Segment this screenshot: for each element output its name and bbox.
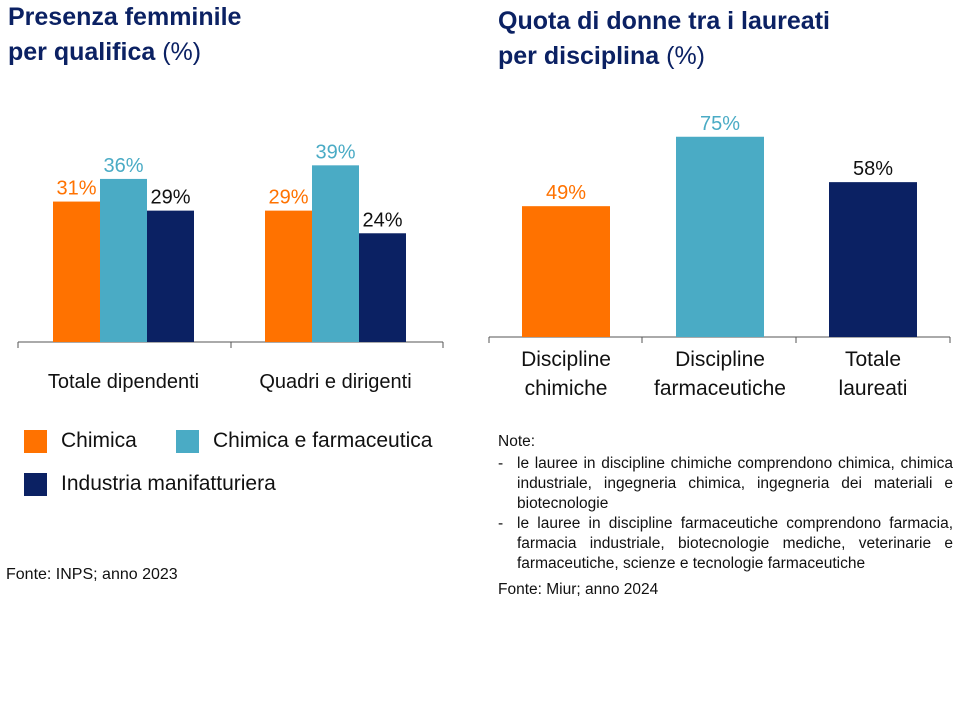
- x-tick-label: Totale dipendenti: [48, 371, 199, 393]
- data-label: 39%: [315, 141, 355, 163]
- note-item-farmaceutiche: - le lauree in discipline farmaceutiche …: [498, 514, 953, 574]
- bar-discipline-farmaceutiche: [676, 136, 764, 337]
- x-tick-label: Discipline: [675, 348, 765, 371]
- data-label: 58%: [853, 158, 893, 180]
- bar-totale-laureati: [829, 182, 917, 337]
- note-item-chimiche: - le lauree in discipline chimiche compr…: [498, 454, 953, 514]
- legend-swatch-chimica-farmaceutica: [176, 429, 199, 453]
- legend-label-industria-manifatturiera: Industria manifatturiera: [61, 472, 276, 495]
- legend-item-chimica-farmaceutica: Chimica e farmaceutica: [176, 429, 432, 453]
- left-source: Fonte: INPS; anno 2023: [6, 566, 178, 583]
- left-title-line1: Presenza femminile: [8, 3, 242, 31]
- bar-discipline-chimiche: [522, 206, 610, 337]
- note-text-farmaceutiche: le lauree in discipline farmaceutiche co…: [517, 515, 953, 572]
- bar-industria-manifatturiera-totale-dipendenti: [147, 210, 194, 342]
- left-title-unit: (%): [162, 38, 202, 66]
- x-tick-label: laureati: [839, 377, 908, 400]
- right-title-unit: (%): [666, 42, 706, 70]
- note-dash: -: [498, 455, 504, 472]
- left-title-line2: per qualifica: [8, 38, 156, 66]
- data-label: 29%: [268, 187, 308, 209]
- x-tick-label: farmaceutiche: [654, 377, 786, 400]
- legend-item-industria-manifatturiera: Industria manifatturiera: [24, 472, 276, 496]
- bar-chimica-e-farmaceutica-totale-dipendenti: [100, 178, 147, 342]
- legend-swatch-chimica: [24, 429, 47, 453]
- legend-label-chimica: Chimica: [61, 429, 137, 452]
- x-tick-label: Totale: [845, 348, 901, 371]
- legend-swatch-industria-manifatturiera: [24, 472, 47, 496]
- x-tick-label: Discipline: [521, 348, 611, 371]
- data-label: 31%: [56, 178, 96, 200]
- note-heading: Note:: [498, 433, 536, 450]
- right-chart-title: Quota di donne tra i laureati per discip…: [498, 4, 830, 74]
- data-label: 29%: [150, 187, 190, 209]
- bar-chimica-totale-dipendenti: [53, 201, 100, 342]
- right-title-line2: per disciplina: [498, 42, 660, 70]
- legend-item-chimica: Chimica: [24, 429, 137, 453]
- data-label: 36%: [103, 155, 143, 177]
- x-tick-label: chimiche: [525, 377, 608, 400]
- data-label: 75%: [700, 113, 740, 135]
- note-text-chimiche: le lauree in discipline chimiche compren…: [517, 455, 953, 512]
- notes-block: Note: - le lauree in discipline chimiche…: [498, 432, 953, 600]
- x-tick-label: Quadri e dirigenti: [259, 371, 411, 393]
- right-title-line1: Quota di donne tra i laureati: [498, 7, 830, 35]
- bar-chimica-e-farmaceutica-quadri-e-dirigenti: [312, 165, 359, 342]
- right-source: Fonte: Miur; anno 2024: [498, 581, 659, 598]
- left-chart-title: Presenza femminile per qualifica (%): [8, 0, 241, 70]
- note-dash: -: [498, 515, 504, 532]
- bar-industria-manifatturiera-quadri-e-dirigenti: [359, 233, 406, 342]
- data-label: 24%: [362, 209, 402, 231]
- legend-label-chimica-farmaceutica: Chimica e farmaceutica: [213, 429, 433, 452]
- data-label: 49%: [546, 182, 586, 204]
- bar-chimica-quadri-e-dirigenti: [265, 210, 312, 342]
